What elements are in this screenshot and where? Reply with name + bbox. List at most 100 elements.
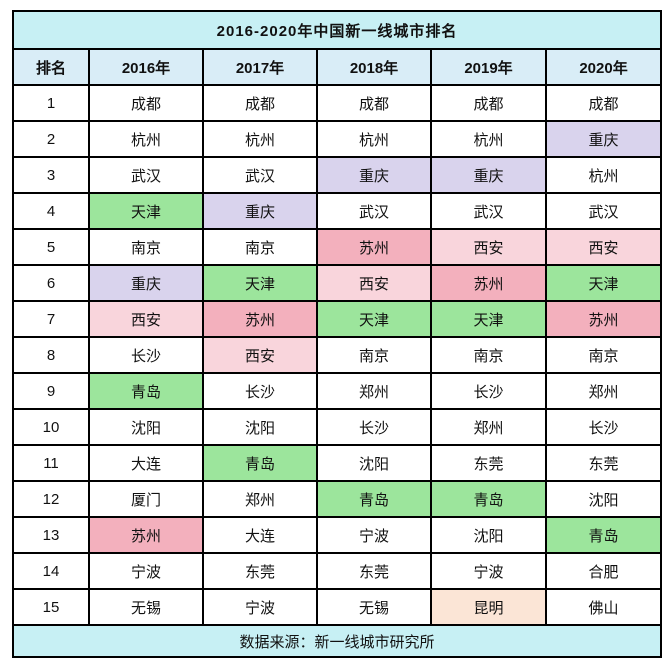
- city-cell: 郑州: [430, 408, 547, 446]
- city-cell: 天津: [202, 264, 318, 302]
- col-header-year-2018: 2018年: [316, 48, 432, 86]
- rank-cell: 8: [12, 336, 90, 374]
- table-header-row: 排名 2016年 2017年 2018年 2019年 2020年: [12, 48, 663, 86]
- table-row: 5 南京 南京 苏州 西安 西安: [12, 228, 663, 266]
- city-cell: 西安: [316, 264, 432, 302]
- col-header-year-2017: 2017年: [202, 48, 318, 86]
- city-cell: 昆明: [430, 588, 547, 626]
- city-cell: 长沙: [544, 408, 663, 446]
- rank-cell: 2: [12, 120, 90, 158]
- city-cell: 苏州: [88, 516, 204, 554]
- city-cell: 重庆: [88, 264, 204, 302]
- city-cell: 成都: [430, 84, 547, 122]
- city-cell: 宁波: [316, 516, 432, 554]
- city-cell: 佛山: [544, 588, 663, 626]
- city-cell: 宁波: [430, 552, 547, 590]
- city-cell: 沈阳: [88, 408, 204, 446]
- table-row: 15 无锡 宁波 无锡 昆明 佛山: [12, 588, 663, 626]
- city-cell: 苏州: [202, 300, 318, 338]
- city-cell: 重庆: [316, 156, 432, 194]
- rank-cell: 11: [12, 444, 90, 482]
- city-cell: 青岛: [88, 372, 204, 410]
- city-cell: 重庆: [202, 192, 318, 230]
- city-cell: 苏州: [430, 264, 547, 302]
- city-cell: 重庆: [430, 156, 547, 194]
- city-cell: 成都: [88, 84, 204, 122]
- city-cell: 长沙: [430, 372, 547, 410]
- col-header-year-2019: 2019年: [430, 48, 547, 86]
- source-row: 数据来源：新一线城市研究所: [11, 624, 663, 658]
- city-cell: 杭州: [544, 156, 663, 194]
- city-cell: 厦门: [88, 480, 204, 518]
- table-source: 数据来源：新一线城市研究所: [11, 624, 663, 658]
- city-cell: 天津: [430, 300, 547, 338]
- city-cell: 沈阳: [316, 444, 432, 482]
- city-cell: 郑州: [316, 372, 432, 410]
- rank-cell: 7: [12, 300, 90, 338]
- city-cell: 长沙: [202, 372, 318, 410]
- city-cell: 青岛: [316, 480, 432, 518]
- city-cell: 南京: [316, 336, 432, 374]
- table-title: 2016-2020年中国新一线城市排名: [11, 10, 663, 50]
- table-row: 9 青岛 长沙 郑州 长沙 郑州: [12, 372, 663, 410]
- city-cell: 西安: [202, 336, 318, 374]
- city-cell: 成都: [316, 84, 432, 122]
- city-cell: 合肥: [544, 552, 663, 590]
- city-cell: 宁波: [88, 552, 204, 590]
- city-cell: 长沙: [316, 408, 432, 446]
- city-cell: 武汉: [544, 192, 663, 230]
- table-row: 12 厦门 郑州 青岛 青岛 沈阳: [12, 480, 663, 518]
- city-cell: 杭州: [316, 120, 432, 158]
- city-cell: 武汉: [316, 192, 432, 230]
- table-row: 3 武汉 武汉 重庆 重庆 杭州: [12, 156, 663, 194]
- city-cell: 武汉: [430, 192, 547, 230]
- rank-cell: 4: [12, 192, 90, 230]
- city-cell: 青岛: [430, 480, 547, 518]
- table-row: 6 重庆 天津 西安 苏州 天津: [12, 264, 663, 302]
- rank-cell: 12: [12, 480, 90, 518]
- city-cell: 杭州: [88, 120, 204, 158]
- table-row: 1 成都 成都 成都 成都 成都: [12, 84, 663, 122]
- col-header-rank: 排名: [12, 48, 90, 86]
- table-row: 11 大连 青岛 沈阳 东莞 东莞: [12, 444, 663, 482]
- city-cell: 杭州: [202, 120, 318, 158]
- city-cell: 天津: [88, 192, 204, 230]
- city-cell: 南京: [88, 228, 204, 266]
- city-cell: 西安: [544, 228, 663, 266]
- city-cell: 天津: [316, 300, 432, 338]
- city-cell: 郑州: [202, 480, 318, 518]
- table-row: 13 苏州 大连 宁波 沈阳 青岛: [12, 516, 663, 554]
- city-cell: 东莞: [202, 552, 318, 590]
- city-cell: 东莞: [316, 552, 432, 590]
- city-cell: 青岛: [202, 444, 318, 482]
- city-cell: 苏州: [544, 300, 663, 338]
- rank-cell: 1: [12, 84, 90, 122]
- city-cell: 西安: [88, 300, 204, 338]
- city-cell: 武汉: [88, 156, 204, 194]
- rank-cell: 5: [12, 228, 90, 266]
- city-cell: 东莞: [544, 444, 663, 482]
- city-cell: 成都: [544, 84, 663, 122]
- city-cell: 西安: [430, 228, 547, 266]
- city-cell: 大连: [88, 444, 204, 482]
- city-cell: 武汉: [202, 156, 318, 194]
- rank-cell: 13: [12, 516, 90, 554]
- city-cell: 苏州: [316, 228, 432, 266]
- city-cell: 成都: [202, 84, 318, 122]
- rank-cell: 3: [12, 156, 90, 194]
- rank-cell: 10: [12, 408, 90, 446]
- city-cell: 南京: [430, 336, 547, 374]
- page: 2016-2020年中国新一线城市排名 排名 2016年 2017年 2018年 201…: [11, 10, 663, 658]
- city-cell: 长沙: [88, 336, 204, 374]
- city-cell: 大连: [202, 516, 318, 554]
- table-row: 10 沈阳 沈阳 长沙 郑州 长沙: [12, 408, 663, 446]
- rank-cell: 6: [12, 264, 90, 302]
- city-cell: 杭州: [430, 120, 547, 158]
- city-cell: 重庆: [544, 120, 663, 158]
- city-cell: 东莞: [430, 444, 547, 482]
- city-cell: 沈阳: [430, 516, 547, 554]
- table-row: 4 天津 重庆 武汉 武汉 武汉: [12, 192, 663, 230]
- city-cell: 无锡: [316, 588, 432, 626]
- rank-cell: 9: [12, 372, 90, 410]
- city-cell: 宁波: [202, 588, 318, 626]
